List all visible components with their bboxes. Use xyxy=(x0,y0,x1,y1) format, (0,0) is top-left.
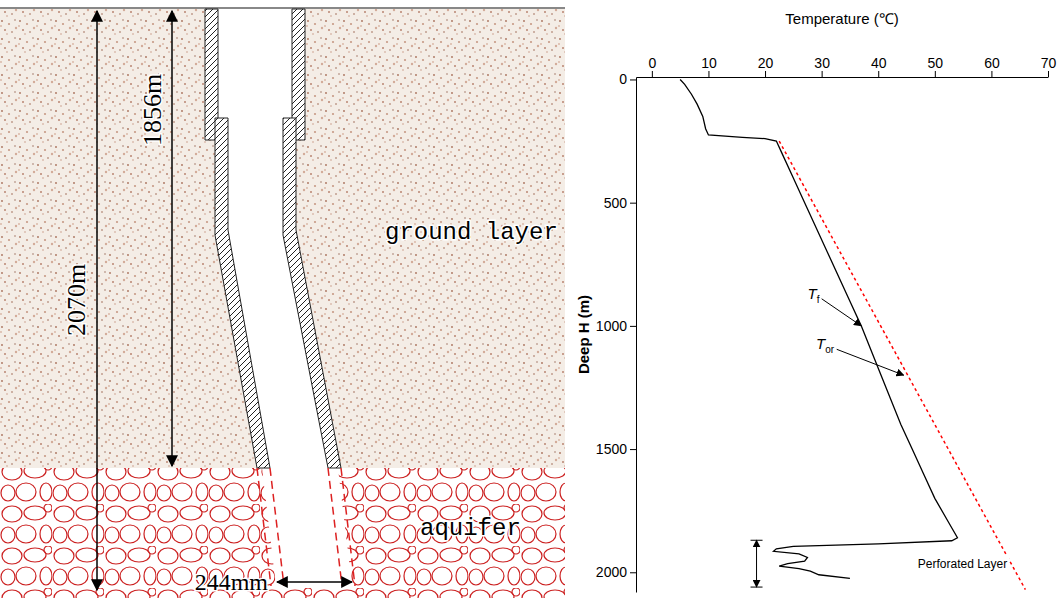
plot-area xyxy=(680,79,1025,589)
span-cap xyxy=(751,540,763,541)
tick-label: 40 xyxy=(871,55,887,71)
tick-label: 1000 xyxy=(596,318,627,334)
tick-mark xyxy=(1048,71,1049,77)
tick-mark xyxy=(652,71,653,77)
casing-wall xyxy=(283,118,341,468)
annotation-label: Tf xyxy=(807,285,819,305)
axis-title: Deep H (m) xyxy=(575,295,592,374)
bore-perforated xyxy=(262,468,352,586)
layer-label: ground layer xyxy=(385,219,558,246)
tick: 0 xyxy=(619,71,636,87)
aquifer-fill xyxy=(0,468,565,598)
tick-mark xyxy=(708,71,709,77)
data-line xyxy=(779,141,1025,589)
tick: 1500 xyxy=(596,441,636,457)
tick-label: 0 xyxy=(619,71,627,87)
perforated-liner xyxy=(328,468,342,586)
axis-line xyxy=(636,78,637,593)
tick-label: 500 xyxy=(604,195,628,211)
tick-mark xyxy=(630,449,636,450)
tick-mark xyxy=(935,71,936,77)
well-diagram: 2070m 1856m 244mm ground layer aquifer xyxy=(0,8,565,598)
tick: 60 xyxy=(984,55,1000,77)
y-axis: 0 500 1000 1500 2000 xyxy=(596,71,637,592)
depth-label: 1856m xyxy=(138,74,167,146)
dimension-line xyxy=(171,11,173,466)
axis-line xyxy=(637,77,1049,78)
tick-label: 60 xyxy=(984,55,1000,71)
tick-mark xyxy=(878,71,879,77)
span-arrow xyxy=(756,540,757,587)
depth-label: 2070m xyxy=(62,264,91,336)
tick: 20 xyxy=(758,55,774,77)
tick: 40 xyxy=(871,55,887,77)
tick-label: 20 xyxy=(758,55,774,71)
data-line xyxy=(680,79,957,578)
tick-label: 70 xyxy=(1041,55,1057,71)
tick: 70 xyxy=(1041,55,1057,77)
tick-mark xyxy=(991,71,992,77)
layer-label: aquifer xyxy=(420,515,521,542)
figure: 2070m 1856m 244mm ground layer aquifer 0 10 20 3… xyxy=(0,0,1063,598)
tick: 30 xyxy=(814,55,830,77)
tick-mark xyxy=(765,71,766,77)
tick: 0 xyxy=(648,55,656,77)
tick: 500 xyxy=(604,195,636,211)
dimension-line xyxy=(96,11,98,590)
label-patch xyxy=(916,556,1009,572)
tick-mark xyxy=(630,203,636,204)
annotations: Tf Tor Perforated Layer xyxy=(751,285,1010,587)
dimension-line xyxy=(277,581,352,583)
annotation-arrow xyxy=(837,349,904,375)
tick-mark xyxy=(630,572,636,573)
axis-title: Temperature (℃) xyxy=(785,10,898,27)
tick-label: 0 xyxy=(648,55,656,71)
tick: 50 xyxy=(928,55,944,77)
perforated-liner xyxy=(341,468,355,586)
tick-mark xyxy=(630,326,636,327)
x-axis: 0 10 20 30 40 50 60 70 xyxy=(637,55,1057,78)
casing-wall xyxy=(215,118,270,468)
tick-mark xyxy=(630,79,636,80)
bore-lower xyxy=(215,118,341,468)
ground-layer-fill xyxy=(0,8,565,468)
tick-label: 50 xyxy=(928,55,944,71)
tick: 2000 xyxy=(596,564,636,580)
diameter-label: 244mm xyxy=(195,569,269,595)
tick-label: 1500 xyxy=(596,441,627,457)
tick-label: 2000 xyxy=(596,564,627,580)
annotation-label: Tor xyxy=(816,335,835,355)
perforated-liner xyxy=(270,468,284,586)
tick: 1000 xyxy=(596,318,636,334)
tick: 10 xyxy=(701,55,717,77)
annotation-label: Perforated Layer xyxy=(918,557,1007,571)
tick-label: 30 xyxy=(814,55,830,71)
annotation-arrow xyxy=(822,299,862,326)
tick-label: 10 xyxy=(701,55,717,71)
span-cap xyxy=(751,587,763,588)
ground-surface xyxy=(0,7,565,9)
tick-mark xyxy=(822,71,823,77)
